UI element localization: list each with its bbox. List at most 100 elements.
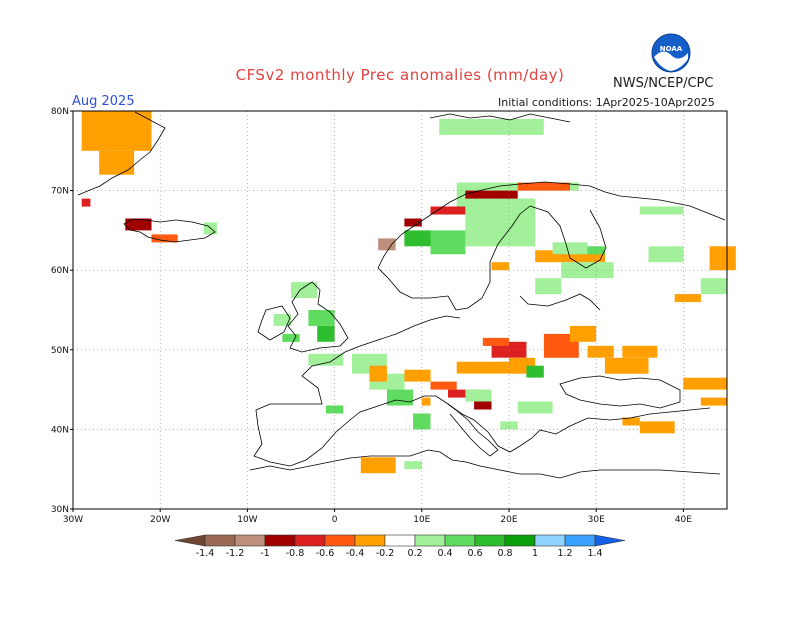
legend-swatch (594, 534, 626, 547)
anomaly-cell (125, 218, 152, 231)
anomaly-cell (308, 310, 335, 326)
legend-swatch (294, 534, 326, 547)
anomaly-cell (465, 198, 536, 247)
legend-swatch (474, 534, 506, 547)
legend-swatch (174, 534, 206, 547)
anomaly-cell (700, 278, 727, 295)
legend-label: -0.4 (346, 548, 365, 559)
legend-label: 1.4 (587, 548, 602, 559)
anomaly-cell (526, 365, 544, 378)
noaa-logo: NOAA (651, 33, 691, 73)
legend-label: 1 (532, 548, 538, 559)
anomaly-cell (413, 413, 431, 430)
legend-swatch (234, 534, 266, 547)
anomaly-cell (465, 190, 518, 199)
legend-swatch (444, 534, 476, 547)
anomaly-cell (517, 182, 570, 191)
anomaly-cell (535, 250, 605, 263)
initial-conditions: Initial conditions: 1Apr2025-10Apr2025 (498, 96, 715, 109)
anomaly-cell (570, 325, 597, 342)
chart-title: CFSv2 monthly Prec anomalies (mm/day) (235, 66, 565, 84)
coastlines (77, 111, 726, 479)
anomaly-cell (683, 377, 727, 390)
y-tick-label: 40N (51, 425, 69, 435)
legend-label: 1.2 (557, 548, 572, 559)
legend-swatch (264, 534, 296, 547)
x-tick-label: 20W (150, 515, 170, 525)
anomaly-cell (404, 230, 431, 247)
anomaly-cell (639, 421, 675, 434)
legend-swatch (204, 534, 236, 547)
legend-swatch (564, 534, 596, 547)
legend-label: 0.2 (407, 548, 422, 559)
y-tick-label: 30N (51, 505, 69, 515)
anomaly-cell (439, 119, 544, 135)
legend-label: 0.8 (497, 548, 512, 559)
legend-swatch (534, 534, 566, 547)
color-legend: -1.4 -1.2 -1 -0.8 -0.6 -0.4 -0.2 0.2 0.4 0.6 0.8 1 1… (174, 534, 626, 559)
anomaly-cell (317, 325, 335, 342)
anomaly-cell (308, 353, 344, 366)
legend-label: -0.6 (316, 548, 335, 559)
x-tick-label: 30W (63, 515, 83, 525)
x-tick-label: 20E (500, 515, 517, 525)
anomaly-cell (273, 314, 291, 326)
anomaly-cell (291, 282, 318, 298)
anomaly-cell (622, 345, 658, 358)
x-tick-label: 10W (237, 515, 257, 525)
anomaly-cell (474, 401, 492, 410)
lat-lon-grid (72, 110, 727, 510)
anomaly-cell (639, 206, 684, 215)
anomaly-cell (369, 365, 387, 382)
anomaly-cell (404, 461, 422, 470)
anomaly-cell (404, 218, 422, 227)
anomaly-cell (500, 421, 518, 430)
anomaly-cell (648, 246, 684, 263)
agency-label: NWS/NCEP/CPC (613, 76, 714, 91)
legend-swatch (384, 534, 416, 547)
y-tick-label: 80N (51, 107, 69, 117)
anomaly-cell (430, 381, 457, 390)
anomaly-cell (81, 198, 91, 207)
x-axis-ticks: 30W 20W 10W 0 10E 20E 30E 40E (63, 509, 692, 525)
x-tick-label: 10E (413, 515, 430, 525)
anomaly-cell (430, 206, 466, 215)
legend-label: -0.2 (376, 548, 395, 559)
y-axis-ticks: 30N 40N 50N 60N 70N 80N (51, 107, 73, 515)
anomaly-cell (465, 389, 492, 402)
forecast-month: Aug 2025 (72, 94, 135, 109)
legend-label: -1.4 (196, 548, 215, 559)
x-tick-label: 40E (675, 515, 692, 525)
anomaly-cell (587, 345, 614, 358)
anomaly-cell (622, 417, 640, 426)
y-tick-label: 70N (51, 187, 69, 197)
legend-label: -1 (260, 548, 269, 559)
anomaly-cell (404, 369, 431, 382)
anomaly-cell (99, 150, 135, 175)
logo-text: NOAA (660, 45, 683, 53)
anomaly-cell (282, 333, 300, 342)
x-tick-label: 30E (588, 515, 605, 525)
anomaly-cell (700, 397, 727, 406)
legend-label: 0.4 (437, 548, 452, 559)
anomaly-cell (482, 337, 509, 346)
anomaly-cell (456, 361, 509, 374)
anomaly-cell (517, 401, 553, 414)
anomaly-cell (709, 246, 736, 271)
anomaly-field (81, 111, 736, 474)
legend-label: 0.6 (467, 548, 482, 559)
legend-swatch (324, 534, 356, 547)
anomaly-cell (552, 242, 588, 255)
anomaly-cell (535, 278, 562, 295)
anomaly-cell (561, 262, 614, 279)
anomaly-cell (491, 262, 509, 271)
anomaly-cell (151, 234, 178, 243)
anomaly-cell (325, 405, 344, 414)
y-tick-label: 60N (51, 266, 69, 276)
anomaly-cell (430, 230, 466, 255)
anomaly-cell (604, 357, 649, 374)
legend-label: -1.2 (226, 548, 245, 559)
legend-label: -0.8 (286, 548, 305, 559)
y-tick-label: 50N (51, 346, 69, 356)
